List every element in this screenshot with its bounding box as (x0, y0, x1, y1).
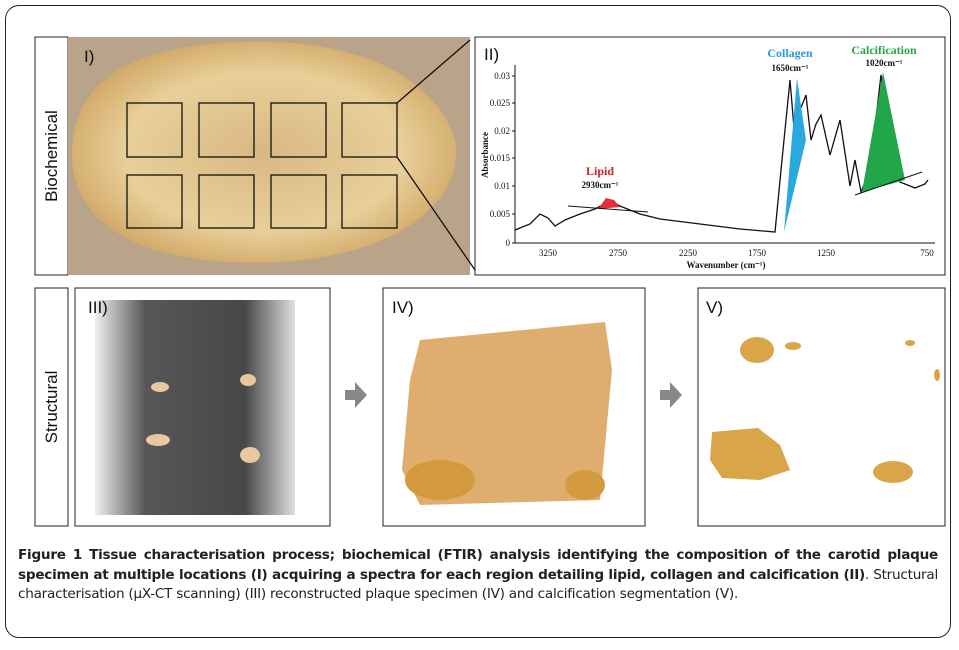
peak-wavenumber: 1020cm⁻¹ (866, 58, 903, 68)
x-tick-label: 750 (920, 248, 934, 258)
y-axis-label: Absorbance (480, 132, 490, 178)
tissue-sample (71, 41, 457, 263)
caption-label: Figure 1 (18, 547, 83, 563)
caption-bold: Tissue characterisation process; biochem… (18, 547, 939, 583)
lipid-peak (598, 198, 620, 209)
peak-name: Collagen (767, 46, 813, 60)
arrow (345, 382, 367, 408)
y-tick-label: 0 (506, 238, 511, 248)
calcification-peak (862, 72, 905, 192)
x-axis-label: Wavenumber (cm⁻¹) (686, 260, 765, 270)
segmented-calcifications (710, 337, 940, 483)
region-boxes (126, 39, 476, 271)
peak-wavenumber: 1650cm⁻¹ (772, 63, 809, 73)
baseline (567, 205, 649, 213)
collagen-peak (784, 78, 806, 232)
x-tick-label: 3250 (539, 248, 558, 258)
y-tick-label: 0.02 (494, 126, 510, 136)
panel-label: V) (706, 298, 723, 317)
peak-name: Calcification (851, 43, 917, 57)
panel-v (697, 287, 946, 527)
row-label: Biochemical (42, 110, 61, 202)
panel-label: III) (88, 298, 108, 317)
panel-label: IV) (392, 298, 414, 317)
row-label-box (34, 36, 69, 276)
figure-frame (5, 5, 951, 638)
x-tick-label: 1750 (748, 248, 767, 258)
x-tick-label: 1250 (817, 248, 836, 258)
arrow (660, 382, 682, 408)
row-label-box (34, 287, 69, 527)
calcification (565, 470, 605, 500)
y-tick-label: 0.03 (494, 71, 510, 81)
spectrum-panel (474, 36, 946, 276)
baseline (854, 171, 923, 196)
plaque-model (402, 322, 612, 505)
x-tick-label: 2250 (679, 248, 698, 258)
volume-features (146, 374, 260, 463)
y-tick-label: 0.01 (494, 181, 510, 191)
peak-name: Lipid (586, 164, 614, 178)
caption-text: . Structural characterisation (μX-CT sca… (18, 566, 939, 603)
calcification (405, 460, 475, 500)
panel-label: II) (484, 45, 499, 64)
row-label: Structural (42, 371, 61, 444)
y-tick-label: 0.005 (490, 209, 511, 219)
panel-label: I) (84, 47, 94, 66)
ct-volume (95, 300, 295, 515)
x-tick-label: 2750 (609, 248, 628, 258)
y-tick-label: 0.015 (490, 153, 511, 163)
peak-wavenumber: 2930cm⁻¹ (582, 180, 619, 190)
figure-caption: Figure 1 Tissue characterisation process… (18, 546, 938, 605)
figure: Biochemical Structural I) II) Absorbance… (34, 36, 946, 527)
y-tick-label: 0.025 (490, 98, 511, 108)
